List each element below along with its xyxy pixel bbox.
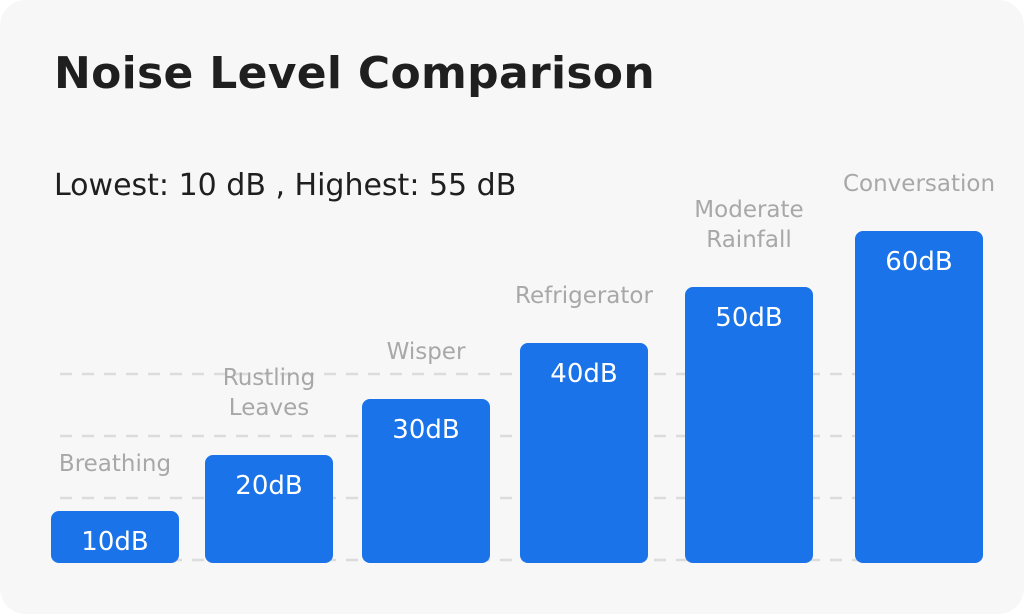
bar: [362, 399, 490, 563]
category-label: Rustling: [223, 365, 315, 391]
bar-value-label: 20dB: [235, 471, 302, 501]
category-label: Breathing: [59, 451, 171, 477]
category-label: Leaves: [229, 395, 309, 421]
bar-value-label: 30dB: [392, 415, 459, 445]
bar: [205, 455, 333, 563]
bar: [520, 343, 648, 563]
category-label: Moderate: [694, 197, 803, 223]
category-label: Rainfall: [706, 227, 792, 253]
bar: [855, 231, 983, 563]
bar: [51, 511, 179, 563]
category-label: Wisper: [387, 339, 466, 365]
bar: [685, 287, 813, 563]
category-label: Refrigerator: [515, 283, 653, 309]
bar-value-label: 40dB: [550, 359, 617, 389]
chart-subtitle: Lowest: 10 dB , Highest: 55 dB: [54, 168, 517, 203]
bar-value-label: 10dB: [81, 527, 148, 557]
bar-value-label: 60dB: [885, 247, 952, 277]
bar-value-label: 50dB: [715, 303, 782, 333]
chart-title: Noise Level Comparison: [54, 48, 655, 99]
category-label: Conversation: [843, 171, 995, 197]
